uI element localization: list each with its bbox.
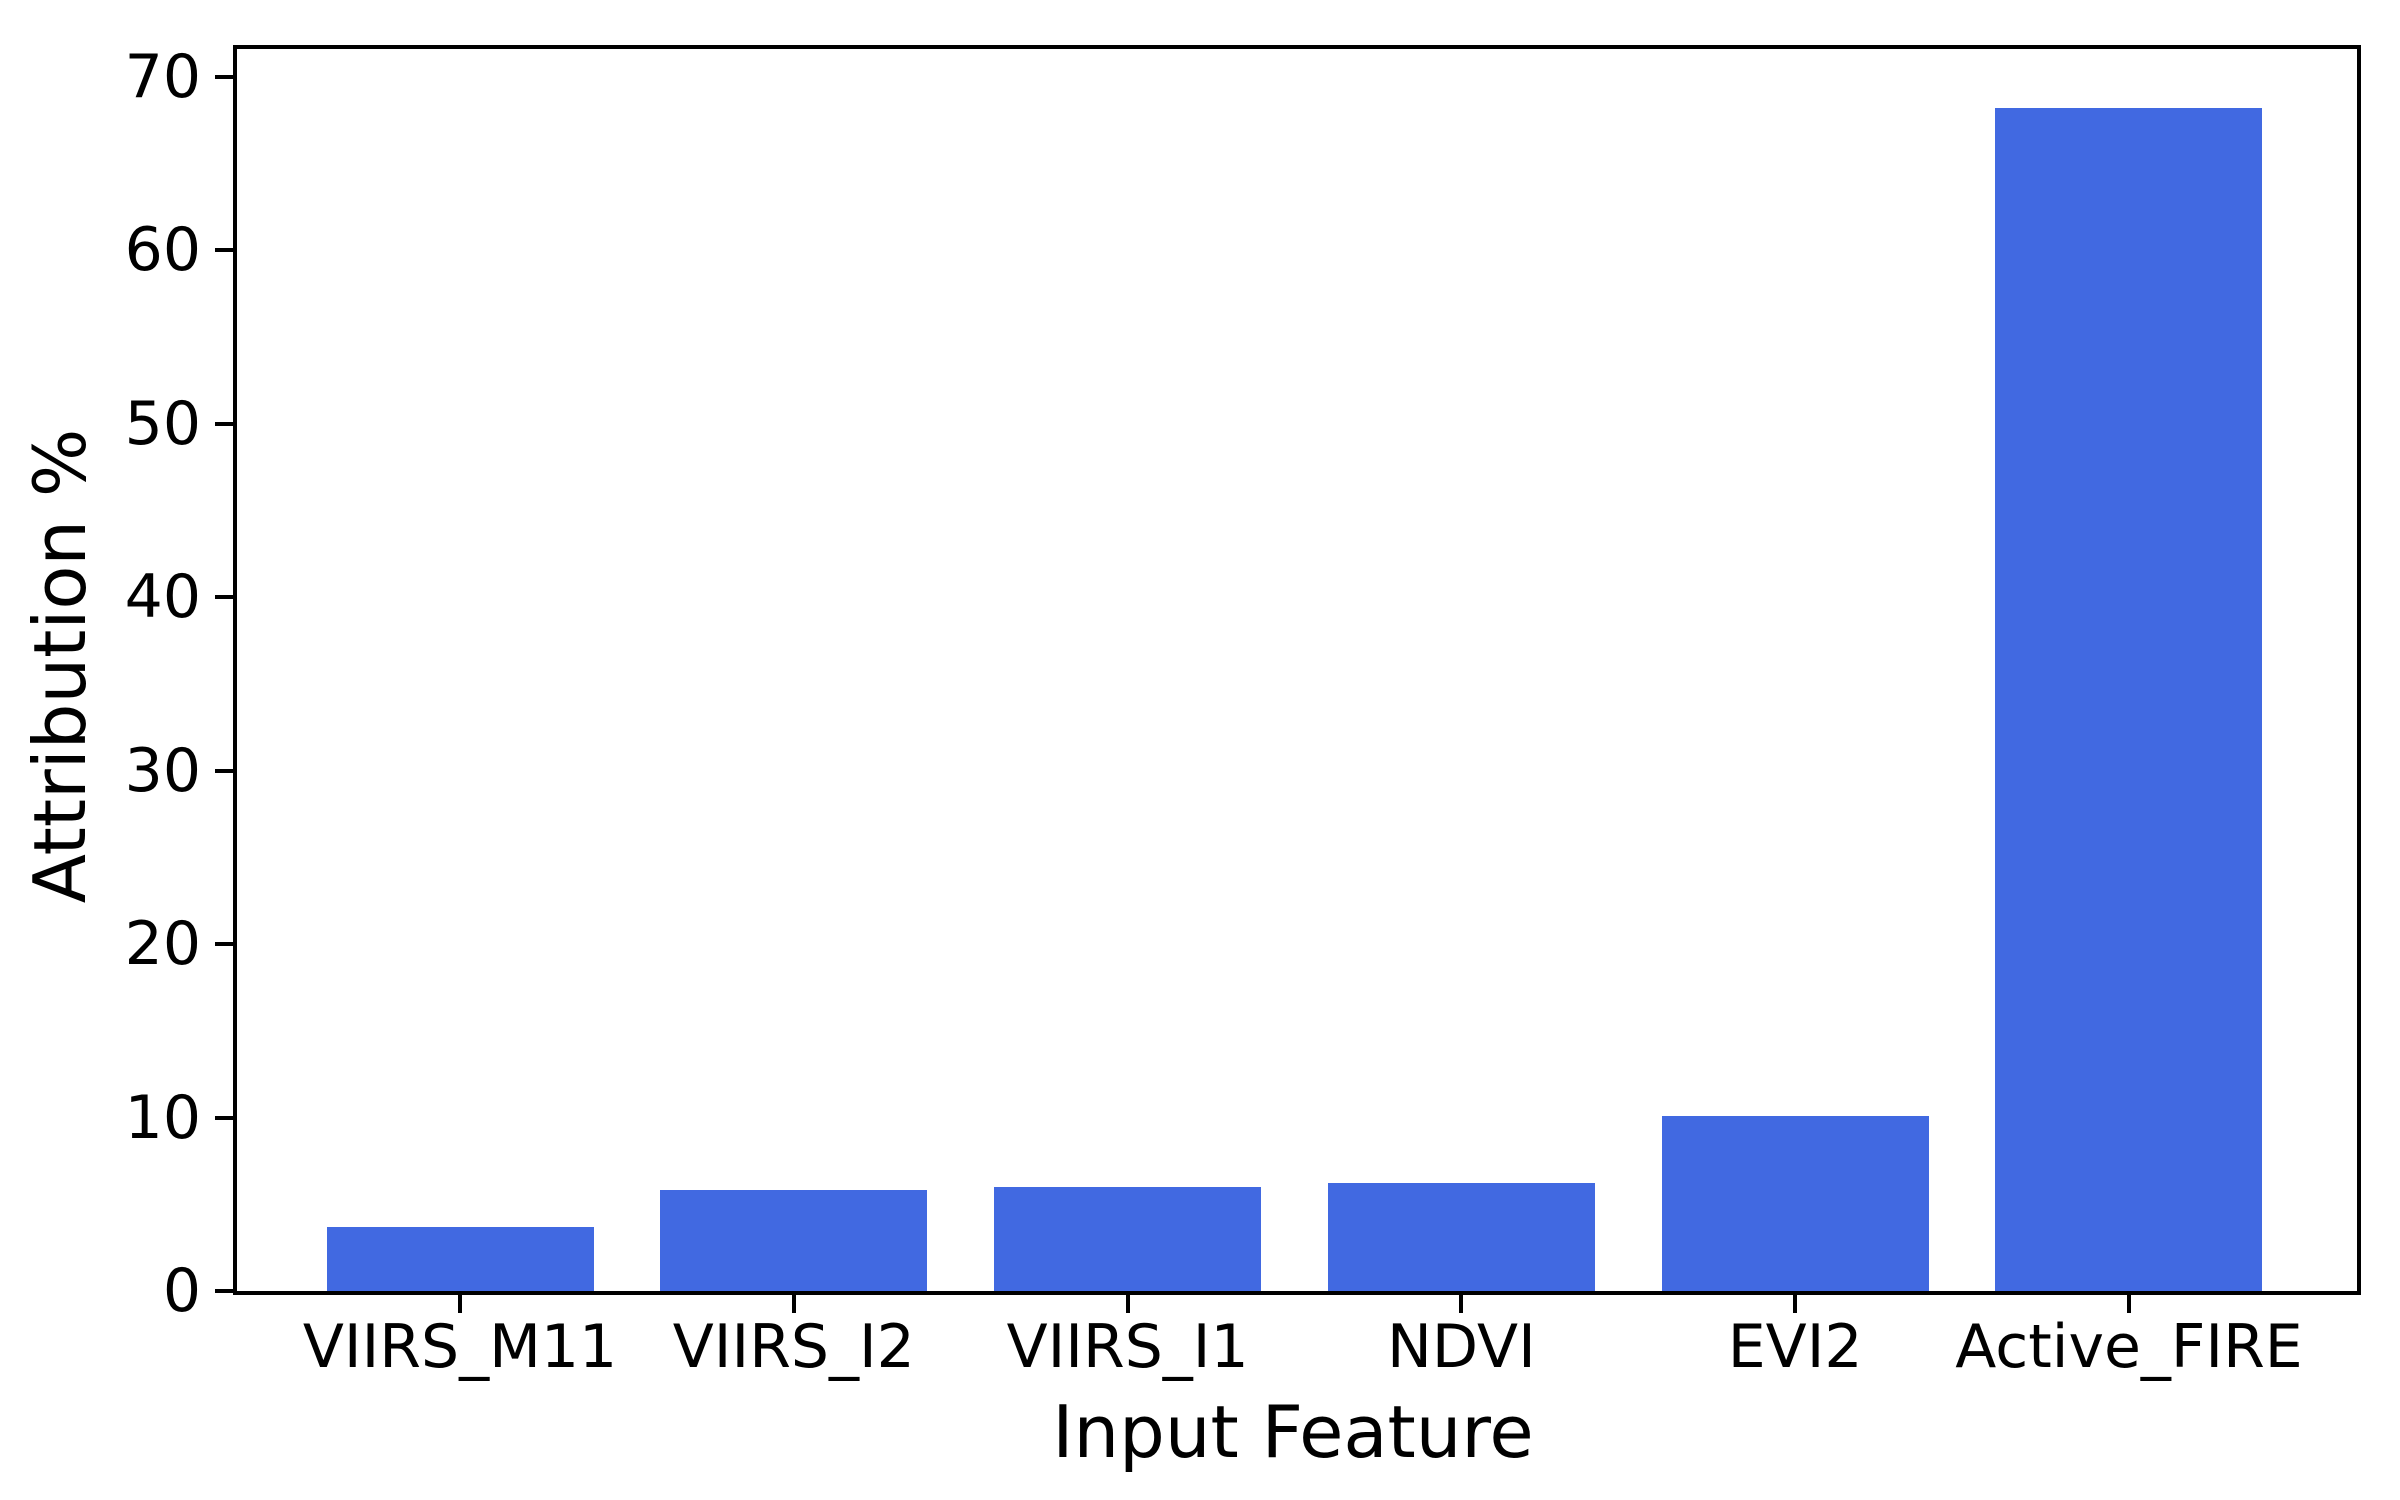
- y-tick-mark: [215, 768, 233, 773]
- y-tick-mark: [215, 595, 233, 600]
- x-tick-mark: [1793, 1295, 1798, 1313]
- x-tick-label-active_fire: Active_FIRE: [1955, 1312, 2303, 1382]
- x-tick-mark: [1459, 1295, 1464, 1313]
- y-tick-mark: [215, 1289, 233, 1293]
- x-tick-label-viirs_m11: VIIRS_M11: [302, 1312, 618, 1382]
- x-tick-label-viirs_i1: VIIRS_I1: [1006, 1312, 1249, 1382]
- y-tick-label-0: 0: [162, 1256, 201, 1326]
- bar-evi2: [1661, 1115, 1929, 1291]
- y-tick-mark: [215, 248, 233, 253]
- bar-ndvi: [1327, 1183, 1595, 1291]
- y-tick-mark: [215, 421, 233, 426]
- x-tick-mark: [458, 1295, 463, 1313]
- y-tick-label-20: 20: [124, 909, 201, 980]
- bar-viirs_m11: [326, 1226, 594, 1291]
- y-tick-mark: [215, 942, 233, 947]
- y-tick-mark: [215, 1115, 233, 1120]
- y-tick-label-40: 40: [124, 562, 201, 633]
- y-tick-label-10: 10: [124, 1082, 201, 1153]
- bar-active_fire: [1995, 107, 2263, 1291]
- x-tick-label-viirs_i2: VIIRS_I2: [672, 1312, 915, 1382]
- x-tick-label-evi2: EVI2: [1727, 1312, 1863, 1382]
- x-tick-label-ndvi: NDVI: [1387, 1312, 1536, 1382]
- bar-viirs_i2: [660, 1190, 928, 1291]
- y-axis-label: Attribution %: [18, 428, 102, 904]
- x-tick-mark: [1125, 1295, 1130, 1313]
- y-tick-label-70: 70: [124, 41, 201, 112]
- x-tick-mark: [2126, 1295, 2131, 1313]
- y-tick-mark: [215, 74, 233, 79]
- x-tick-mark: [791, 1295, 796, 1313]
- y-tick-label-30: 30: [124, 735, 201, 806]
- y-tick-label-60: 60: [124, 215, 201, 286]
- x-axis-label: Input Feature: [1052, 1390, 1534, 1474]
- plot-area: 0 10 20 30 40 50 60 70 VIIRS_M11 VIIRS_I2 VIIRS_I…: [125, 45, 2361, 1382]
- bar-viirs_i1: [994, 1186, 1262, 1291]
- y-tick-label-50: 50: [124, 388, 201, 459]
